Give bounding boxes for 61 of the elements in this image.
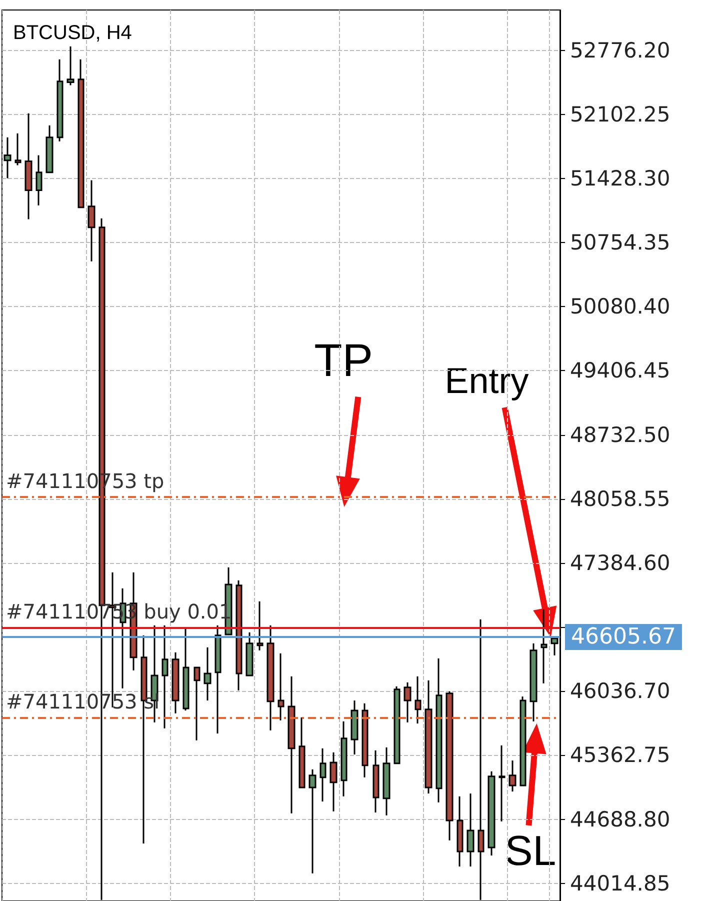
candlestick [46,124,54,174]
candlestick [56,58,64,142]
annotation: SL [504,826,556,874]
candlestick [288,676,296,814]
y-tick-label: 49406.45 [570,358,670,383]
candlestick [414,676,422,724]
candlestick [278,652,284,722]
candlestick [24,112,32,220]
candlestick [530,642,538,722]
y-tick-label: 47384.60 [570,550,670,575]
annotation: Entry [444,360,529,401]
candlestick [36,154,42,206]
text: BTCUSD, H4 [13,22,132,44]
candlestick [382,746,390,816]
y-tick-label: 51428.30 [570,166,670,190]
candlestick [540,608,548,684]
y-tick-label: 45362.75 [570,743,670,768]
candlestick [320,748,326,802]
candlestick [436,658,442,804]
candlestick [14,132,22,166]
candlestick [520,696,526,786]
candlestick [204,646,212,702]
candlestick [298,716,306,788]
candlestick [162,624,168,730]
candlestick [372,750,380,814]
y-tick-label: 48058.55 [570,486,670,511]
candlestick [172,652,180,714]
candlestick [308,768,316,874]
candlestick [362,702,368,778]
candlestick [498,744,506,822]
y-tick-label: 50754.35 [570,230,670,255]
candlestick [78,58,84,208]
candlestick [424,680,432,794]
candlestick [466,792,474,868]
candlestick [246,632,254,676]
candlestick [182,626,190,712]
y-tick-label: 52102.25 [570,102,670,126]
y-tick-label: 46036.70 [570,679,670,704]
y-tick-label: 48732.50 [570,422,670,447]
candlestick [394,686,400,764]
candlestick [214,624,222,734]
candlestick [88,180,96,262]
candlestick [508,760,516,792]
y-tick-label: 44014.85 [570,871,670,896]
candlestick [330,752,338,812]
candlestick [266,624,274,732]
candlestick [194,666,200,742]
candlestick [350,700,358,756]
candlestick [256,600,264,652]
candlestick [456,796,464,868]
annotation: TP [314,334,373,386]
candlestick [340,720,348,798]
y-tick-label: 52776.20 [570,38,670,62]
candlestick [236,580,242,692]
candlestick [446,690,454,842]
candlestick [66,46,74,86]
y-tick-label: 44688.80 [570,807,670,832]
candlestick [404,682,412,724]
y-tick-label: 50080.40 [570,294,670,319]
candlestick [488,770,496,856]
ref-line-label: 46605.67 [571,624,676,650]
